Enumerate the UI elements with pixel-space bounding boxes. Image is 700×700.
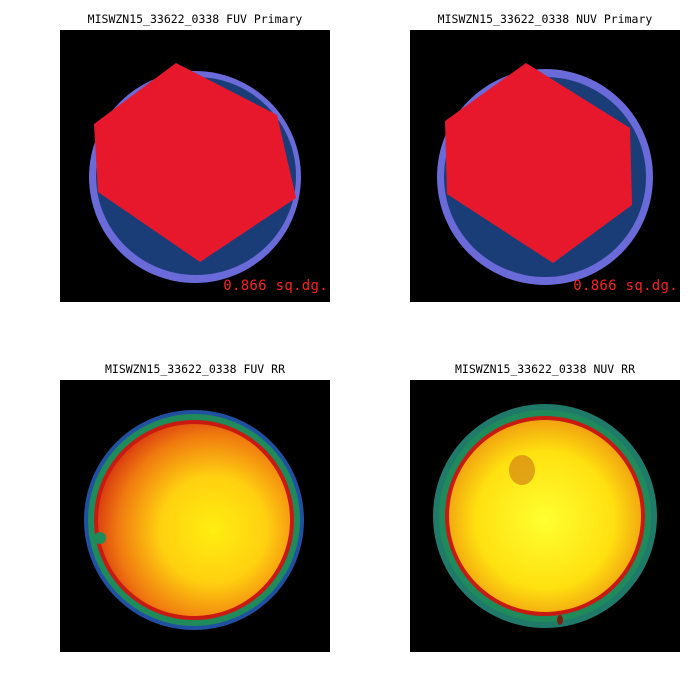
panel-title: MISWZN15_33622_0338 NUV RR [454, 362, 635, 376]
nuv-primary-image: 0.866 sq.dg. [410, 30, 680, 302]
panel-title: MISWZN15_33622_0338 FUV Primary [87, 12, 303, 26]
fuv-primary-image: 0.866 sq.dg. [60, 30, 330, 302]
hexagon-footprint [94, 63, 296, 262]
hexagon-footprint [445, 63, 632, 263]
fuv-rr-image [60, 380, 330, 652]
edge-notch [94, 532, 106, 544]
nuv-rr-plot [433, 404, 657, 628]
nuv-primary-plot [437, 63, 653, 285]
fuv-primary-plot [89, 63, 301, 283]
fuv-rr-plot [84, 410, 304, 630]
response-disc [98, 424, 290, 616]
edge-spot [557, 615, 563, 625]
area-label: 0.866 sq.dg. [573, 278, 678, 294]
panel-title: MISWZN15_33622_0338 NUV Primary [437, 12, 653, 26]
panel-title: MISWZN15_33622_0338 FUV RR [104, 362, 285, 376]
response-disc [449, 420, 641, 612]
area-label: 0.866 sq.dg. [223, 278, 328, 294]
dark-spot [509, 455, 535, 485]
nuv-rr-image [410, 380, 680, 652]
